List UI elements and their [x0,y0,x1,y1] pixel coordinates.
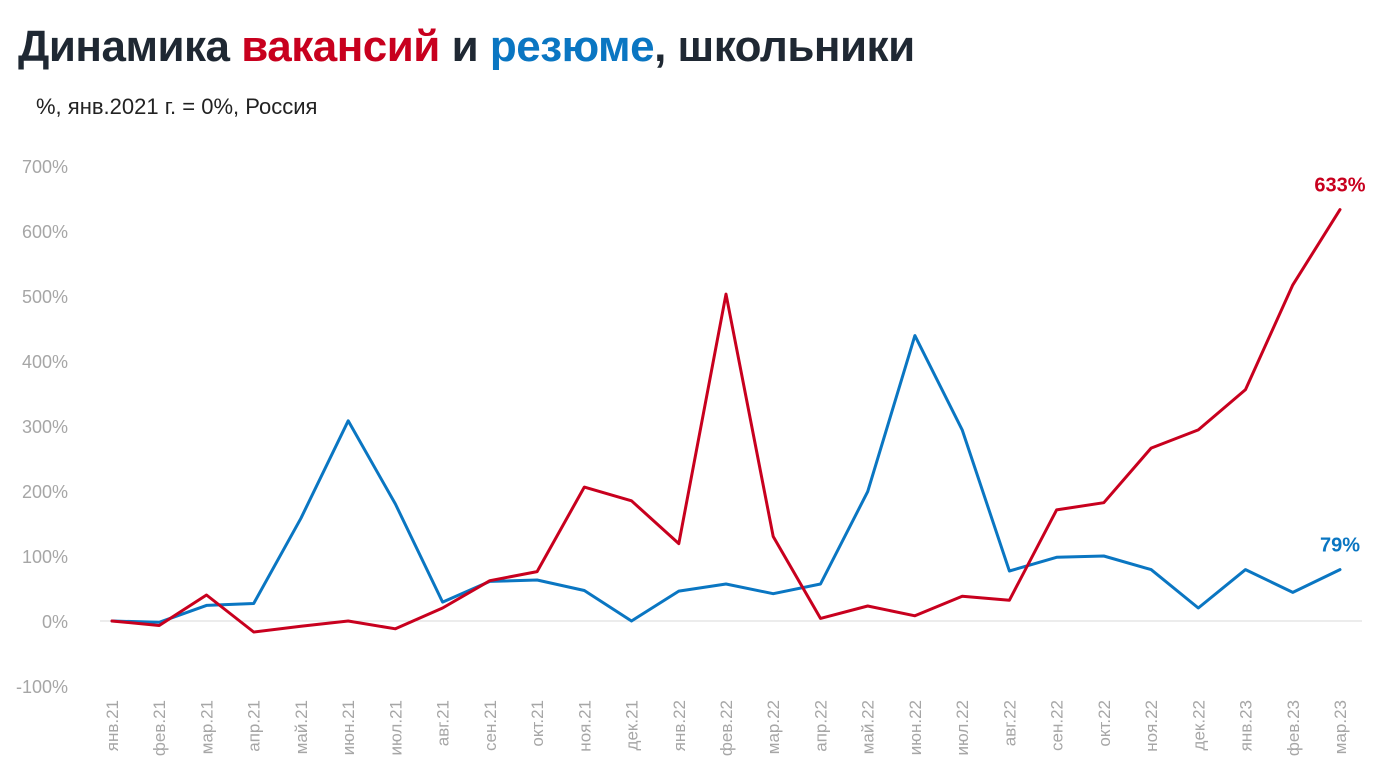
y-tick-label: 0% [42,612,68,632]
x-tick-label: фев.23 [1284,700,1303,756]
x-tick-label: ноя.22 [1142,700,1161,752]
y-tick-label: 500% [22,287,68,307]
x-tick-label: апр.21 [245,700,264,752]
x-tick-label: авг.22 [1000,700,1019,746]
y-axis: -100% 0% 100% 200% 300% 400% 500% 600% 700% [16,157,1362,697]
end-label-vacancies: 633% [1314,175,1365,197]
x-tick-label: янв.21 [103,700,122,751]
x-tick-label: сен.22 [1048,700,1067,751]
y-tick-label: 600% [22,222,68,242]
chart-title-part1: Динамика [18,22,242,71]
series-line-resumes [110,334,1342,624]
x-tick-label: апр.22 [811,700,830,752]
end-labels: 633% 79% [1314,175,1365,557]
x-tick-label: ноя.21 [575,700,594,752]
y-tick-label: 400% [22,352,68,372]
x-tick-label: июн.21 [339,700,358,755]
x-tick-label: июл.21 [386,700,405,755]
x-tick-label: май.22 [859,700,878,754]
x-tick-label: авг.21 [434,700,453,746]
x-tick-label: июн.22 [906,700,925,755]
x-tick-label: янв.22 [670,700,689,751]
y-tick-label: 700% [22,157,68,177]
y-tick-label: 300% [22,417,68,437]
x-tick-label: сен.21 [481,700,500,751]
x-tick-label: июл.22 [953,700,972,755]
y-tick-label: -100% [16,677,68,697]
x-tick-label: янв.23 [1237,700,1256,751]
series-line-vacancies [110,208,1342,634]
chart-title-part3: и [439,22,490,71]
x-axis: янв.21 фев.21 мар.21 апр.21 май.21 июн.21 июл.… [103,700,1350,756]
x-tick-label: мар.23 [1331,700,1350,754]
chart-title-resumes: резюме [489,22,655,71]
y-tick-label: 100% [22,547,68,567]
x-tick-label: май.21 [292,700,311,754]
x-tick-label: окт.21 [528,700,547,747]
series-layer [110,208,1342,634]
x-tick-label: дек.22 [1189,700,1208,750]
chart-title-vacancies: вакансий [241,22,440,71]
x-tick-label: дек.21 [623,700,642,750]
chart-title: Динамика вакансий и резюме, школьники [18,22,915,72]
x-tick-label: окт.22 [1095,700,1114,747]
x-tick-label: мар.22 [764,700,783,754]
chart-title-part5: , школьники [654,22,915,71]
y-tick-label: 200% [22,482,68,502]
x-tick-label: фев.22 [717,700,736,756]
x-tick-label: мар.21 [197,700,216,754]
chart-subtitle: %, янв.2021 г. = 0%, Россия [36,94,318,119]
end-label-resumes: 79% [1320,535,1360,557]
x-tick-label: фев.21 [150,700,169,756]
